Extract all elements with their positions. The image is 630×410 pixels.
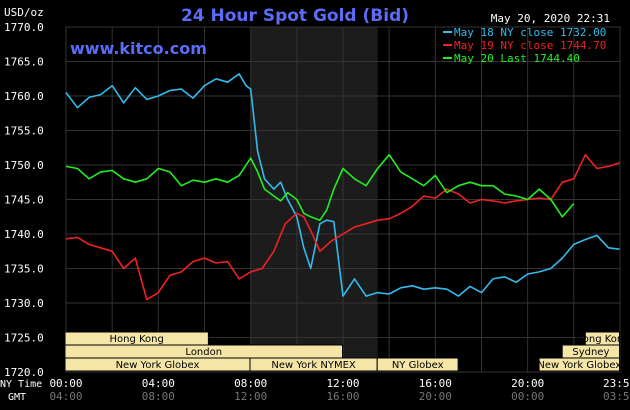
market-session-bar xyxy=(538,357,621,372)
chart-timestamp: May 20, 2020 22:31 xyxy=(491,12,610,25)
x-tick-label-ny: 04:00 xyxy=(142,377,175,390)
y-tick-labels: 1770.0 1765.0 1760.0 1755.0 1750.0 1745.0 1740… xyxy=(4,21,44,379)
y-tick-label: 1740.0 xyxy=(4,228,44,241)
x-tick-label-gmt: 12:00 xyxy=(234,390,267,403)
market-sessions-layer: Hong Kong Hong Kong London Sydney New York G… xyxy=(64,331,630,372)
kitco-watermark: www.kitco.com xyxy=(70,39,207,58)
x-tick-label-gmt: 04:00 xyxy=(49,390,82,403)
market-session-label: Sydney xyxy=(572,347,609,358)
y-tick-label: 1770.0 xyxy=(4,21,44,34)
y-tick-label: 1735.0 xyxy=(4,263,44,276)
y-tick-label: 1755.0 xyxy=(4,125,44,138)
y-tick-label: 1750.0 xyxy=(4,159,44,172)
series-layer xyxy=(65,73,620,301)
market-session-label: London xyxy=(185,347,222,358)
y-tick-label: 1730.0 xyxy=(4,297,44,310)
x-tick-label-ny: 16:00 xyxy=(419,377,452,390)
x-tick-label-ny: 23:59 xyxy=(603,377,630,390)
market-session-label: NY Globex xyxy=(392,360,444,371)
x-tick-label-gmt: 00:00 xyxy=(511,390,544,403)
x-tick-label-ny: 20:00 xyxy=(511,377,544,390)
x-tick-label-gmt: 20:00 xyxy=(419,390,452,403)
y-tick-label: 1720.0 xyxy=(4,366,44,379)
y-tick-label: 1725.0 xyxy=(4,332,44,345)
x-tick-label-gmt: 08:00 xyxy=(142,390,175,403)
market-session-label: New York NYMEX xyxy=(271,360,356,371)
x-tick-label-gmt: 03:59 xyxy=(603,390,630,403)
y-axis-unit-label: USD/oz xyxy=(4,6,44,19)
x-row-label-gmt: GMT xyxy=(8,392,26,403)
series-line xyxy=(65,73,620,297)
x-row-label-ny-time: NY Time xyxy=(0,379,42,390)
y-tick-label: 1745.0 xyxy=(4,194,44,207)
x-tick-label-gmt: 16:00 xyxy=(326,390,359,403)
legend-entry: May 20 Last 1744.40 xyxy=(454,52,580,65)
x-tick-labels: 00:0004:0008:0012:0016:0020:0023:5904:00… xyxy=(49,377,630,403)
market-session-label: New York Globex xyxy=(537,360,621,371)
y-tick-label: 1765.0 xyxy=(4,56,44,69)
y-tick-label: 1760.0 xyxy=(4,90,44,103)
x-tick-label-ny: 00:00 xyxy=(49,377,82,390)
legend-entry: May 18 NY close 1732.00 xyxy=(454,26,606,39)
market-session-bar xyxy=(376,357,459,372)
market-session-label: Hong Kong xyxy=(110,334,164,345)
legend-entry: May 19 NY close 1744.70 xyxy=(454,39,606,52)
x-tick-label-ny: 08:00 xyxy=(234,377,267,390)
x-tick-label-ny: 12:00 xyxy=(326,377,359,390)
market-session-label: New York Globex xyxy=(116,360,200,371)
market-session-label: Hong Kong xyxy=(575,334,629,345)
chart-title: 24 Hour Spot Gold (Bid) xyxy=(181,6,409,26)
series-line xyxy=(65,153,575,221)
